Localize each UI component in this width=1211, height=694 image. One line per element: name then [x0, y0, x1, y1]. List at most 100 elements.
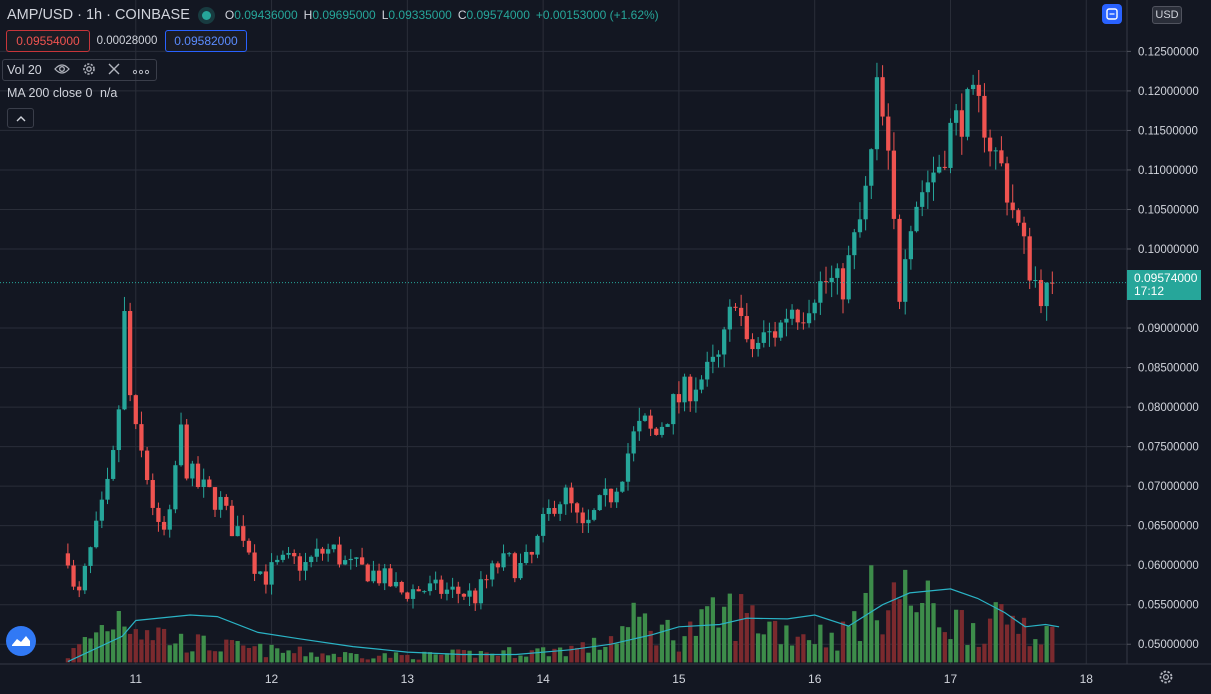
candle-body	[778, 322, 783, 338]
candle-body	[150, 480, 155, 508]
volume-bar	[393, 652, 399, 663]
y-tick-label: 0.07000000	[1138, 481, 1199, 493]
candle-body	[705, 361, 710, 380]
candle-body	[507, 553, 512, 555]
candle-body	[1027, 236, 1032, 281]
volume-bar	[586, 652, 591, 663]
candle-body	[959, 110, 964, 137]
x-tick-label: 17	[944, 672, 958, 686]
candle-body	[473, 590, 478, 604]
time-axis[interactable]	[0, 664, 1127, 694]
gear-icon[interactable]	[1158, 669, 1174, 690]
candle-body	[1044, 282, 1049, 307]
candle-body	[167, 509, 172, 530]
volume-bar	[829, 632, 834, 663]
chevron-up-icon	[16, 109, 26, 127]
candle-body	[676, 394, 682, 403]
candle-body	[388, 568, 393, 587]
open-label: O	[224, 8, 235, 22]
volume-bar	[1004, 624, 1010, 663]
ma-indicator-legend[interactable]: MA 200 close 0 n/a	[7, 86, 117, 100]
candle-body	[716, 354, 721, 357]
more-icon[interactable]	[132, 63, 150, 78]
candle-body	[925, 182, 930, 193]
collapse-legend-button[interactable]	[7, 108, 34, 128]
volume-bar	[178, 633, 184, 663]
volume-bar	[699, 609, 704, 663]
candle-body	[1021, 222, 1027, 237]
candle-body	[976, 84, 981, 96]
candle-body	[755, 342, 761, 350]
y-tick-label: 0.09000000	[1138, 323, 1199, 335]
candle-body	[512, 553, 517, 579]
candle-body	[184, 424, 189, 479]
candle-body	[903, 259, 908, 302]
candle-body	[297, 556, 302, 571]
candle-body	[371, 570, 376, 582]
volume-bar	[755, 633, 761, 663]
spread-value: 0.00028000	[96, 35, 158, 47]
y-tick-label: 0.10000000	[1138, 244, 1199, 256]
volume-bar	[597, 649, 602, 663]
candle-body	[224, 496, 229, 506]
candle-body	[478, 579, 484, 604]
high-label: H	[303, 8, 313, 22]
gear-icon[interactable]	[82, 62, 96, 79]
volume-bar	[94, 632, 99, 663]
candle-body	[258, 571, 263, 574]
sell-button[interactable]: 0.09554000	[6, 30, 90, 52]
volume-bar	[405, 654, 410, 663]
eye-icon[interactable]	[53, 63, 70, 78]
candle-body	[569, 487, 574, 504]
candle-body	[427, 583, 433, 592]
volume-bar	[365, 659, 370, 663]
volume-bar	[71, 648, 76, 663]
volume-bar	[150, 640, 155, 663]
volume-bar	[184, 652, 189, 663]
volume-bar	[337, 657, 342, 663]
candle-body	[829, 277, 834, 283]
volume-bar	[1044, 626, 1049, 663]
volume-bar	[439, 654, 444, 663]
candle-body	[614, 491, 619, 503]
candle-body	[563, 487, 568, 505]
volume-bar	[348, 653, 353, 663]
volume-bar	[546, 656, 551, 663]
close-value: 0.09574000	[466, 8, 530, 22]
y-tick-label: 0.06500000	[1138, 521, 1199, 533]
tradingview-logo-icon[interactable]	[6, 626, 36, 656]
currency-button[interactable]: USD	[1152, 6, 1182, 24]
volume-bar	[1027, 646, 1032, 663]
volume-bar	[433, 654, 438, 663]
candle-body	[405, 592, 410, 599]
y-tick-label: 0.08000000	[1138, 402, 1199, 414]
symbol-title[interactable]: AMP/USD · 1h · COINBASE	[7, 7, 190, 23]
price-axis[interactable]	[1127, 0, 1211, 664]
volume-bar	[903, 569, 908, 663]
buy-button[interactable]: 0.09582000	[165, 30, 247, 52]
candle-body	[235, 526, 240, 537]
volume-indicator-legend[interactable]: Vol 20	[2, 59, 157, 81]
volume-bar	[908, 605, 914, 663]
candle-body	[348, 558, 353, 561]
sync-icon[interactable]	[1102, 4, 1122, 24]
candle-body	[269, 562, 274, 585]
candle-body	[212, 487, 218, 510]
candle-body	[812, 302, 817, 314]
candle-body	[710, 356, 715, 362]
candle-body	[580, 512, 585, 524]
low-label: L	[381, 8, 389, 22]
volume-bar	[976, 646, 981, 663]
close-icon[interactable]	[108, 63, 120, 78]
candle-body	[863, 185, 868, 220]
candle-body	[173, 465, 178, 510]
high-value: 0.09695000	[312, 8, 376, 22]
volume-bar	[897, 599, 902, 663]
x-tick-label: 11	[130, 672, 143, 686]
candle-body	[880, 77, 885, 117]
volume-bar	[484, 652, 489, 663]
candle-body	[314, 548, 319, 557]
candle-body	[541, 513, 546, 536]
volume-bar	[450, 649, 455, 663]
